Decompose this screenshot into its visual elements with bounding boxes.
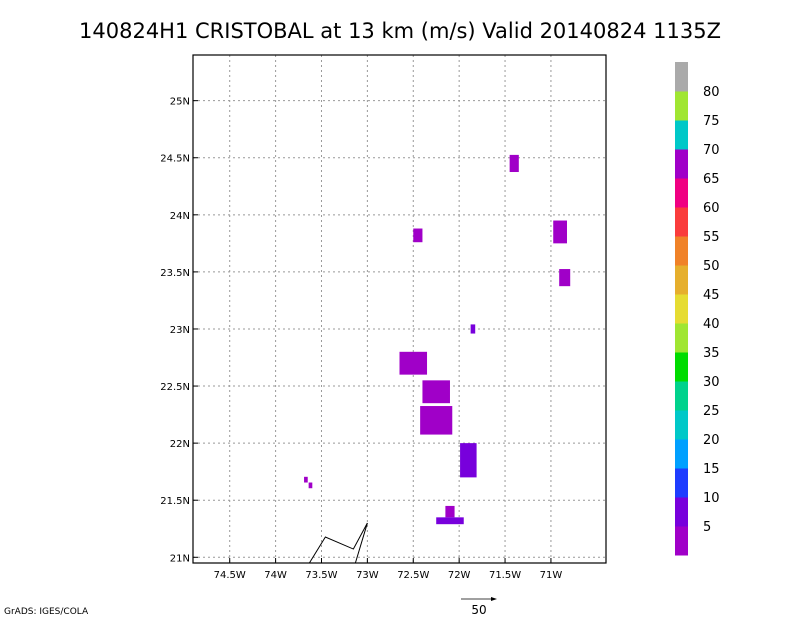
reference-vector-label: 50 (471, 603, 486, 617)
wind-cell (308, 482, 313, 489)
colorbar-swatch (675, 120, 688, 150)
wind-cell (460, 443, 477, 478)
colorbar-label: 35 (703, 346, 720, 361)
colorbar-swatch (675, 410, 688, 440)
x-tick-label: 73.5W (305, 570, 337, 581)
colorbar-swatch (675, 265, 688, 295)
x-tick-label: 72W (448, 570, 471, 581)
colorbar-label: 10 (703, 491, 720, 506)
colorbar-swatch (675, 497, 688, 527)
wind-cell (399, 351, 428, 375)
colorbar-label: 25 (703, 404, 720, 419)
colorbar-label: 60 (703, 201, 720, 216)
colorbar-label: 5 (703, 520, 711, 535)
chart-title: 140824H1 CRISTOBAL at 13 km (m/s) Valid … (79, 19, 721, 43)
x-tick-label: 72.5W (397, 570, 429, 581)
colorbar-label: 40 (703, 317, 720, 332)
colorbar-label: 70 (703, 143, 720, 158)
colorbar-swatch (675, 236, 688, 266)
colorbar-label: 15 (703, 462, 720, 477)
colorbar-swatch (675, 62, 688, 92)
colorbar-swatch (675, 381, 688, 411)
x-tick-label: 71W (540, 570, 563, 581)
x-axis-ticks: 74.5W 74W 73.5W 73W 72.5W 72W 71.5W 71W (214, 558, 563, 581)
x-tick-label: 71.5W (489, 570, 521, 581)
wind-cell (413, 228, 423, 243)
y-tick-label: 23.5N (160, 268, 190, 279)
y-tick-label: 23N (170, 325, 190, 336)
colorbar-label: 20 (703, 433, 720, 448)
colorbar-swatch (675, 294, 688, 324)
grid-lines (193, 55, 606, 563)
x-tick-label: 74W (264, 570, 287, 581)
wind-cell (422, 380, 450, 404)
colorbar-label: 65 (703, 172, 720, 187)
wind-cell (304, 476, 308, 483)
wind-barb-line (308, 522, 368, 564)
y-tick-label: 22.5N (160, 382, 190, 393)
colorbar-swatch (675, 91, 688, 121)
wind-speed-cells (304, 154, 571, 525)
colorbar-swatch (675, 468, 688, 498)
wind-cell (509, 154, 519, 173)
colorbar-label: 50 (703, 259, 720, 274)
grads-credit: GrADS: IGES/COLA (4, 607, 89, 617)
wind-cell (420, 406, 453, 435)
colorbar-swatch (675, 352, 688, 382)
y-axis-ticks: 21N 21.5N 22N 22.5N 23N 23.5N 24N 24.5N 25N (160, 97, 198, 564)
x-tick-label: 73W (356, 570, 379, 581)
wind-cell (436, 517, 464, 525)
colorbar-label: 45 (703, 288, 720, 303)
colorbar-swatch (675, 323, 688, 353)
colorbar-swatch (675, 207, 688, 237)
y-tick-label: 24.5N (160, 154, 190, 165)
wind-barb-staff (354, 522, 368, 564)
y-tick-label: 25N (170, 97, 190, 108)
colorbar-swatch (675, 526, 688, 556)
colorbar-swatch (675, 439, 688, 469)
colorbar-label: 30 (703, 375, 720, 390)
y-tick-label: 24N (170, 211, 190, 222)
x-tick-label: 74.5W (214, 570, 246, 581)
y-tick-label: 21.5N (160, 496, 190, 507)
colorbar-swatch (675, 149, 688, 179)
wind-cell (470, 324, 476, 334)
colorbar-label: 75 (703, 114, 720, 129)
wind-cell (559, 269, 571, 287)
plot-frame (192, 54, 607, 564)
colorbar-label: 55 (703, 230, 720, 245)
wind-cell (445, 505, 455, 518)
colorbar: 5 10 15 20 25 30 35 40 45 50 55 60 65 70 75 80 (675, 62, 720, 556)
wind-cell (553, 220, 567, 244)
y-tick-label: 21N (170, 553, 190, 564)
y-tick-label: 22N (170, 439, 190, 450)
colorbar-swatch (675, 178, 688, 208)
reference-vector: 50 (461, 597, 497, 617)
wind-barb (308, 522, 368, 564)
colorbar-label: 80 (703, 85, 720, 100)
